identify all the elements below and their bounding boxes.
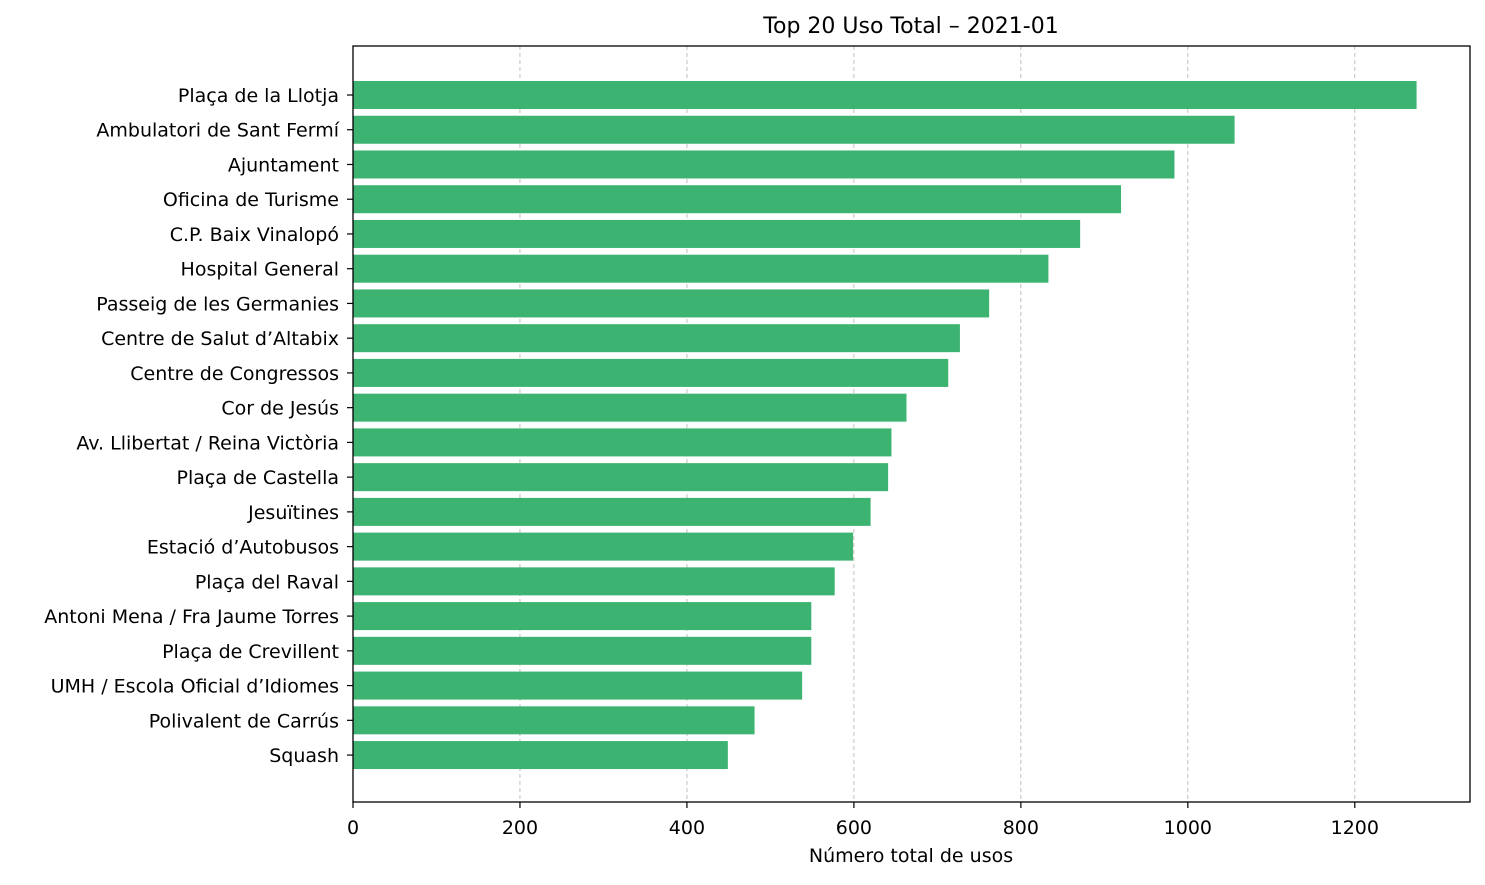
y-tick-label: UMH / Escola Oficial d’Idiomes (51, 676, 339, 698)
bar-8 (353, 324, 960, 353)
y-tick-label: Plaça de Castella (177, 467, 339, 489)
x-tick-label: 200 (502, 817, 538, 839)
y-tick-label: Cor de Jesús (221, 398, 339, 420)
bar-20 (353, 741, 728, 770)
y-tick-label: Plaça de Crevillent (162, 641, 339, 663)
y-tick-label: Plaça del Raval (195, 571, 339, 593)
bar-1 (353, 81, 1417, 109)
y-tick-label: Antoni Mena / Fra Jaume Torres (44, 606, 339, 628)
y-tick-label: Ambulatori de Sant Fermí (96, 120, 339, 142)
bar-19 (353, 706, 755, 735)
y-tick-label: Jesuïtines (247, 502, 339, 524)
bar-7 (353, 289, 990, 318)
y-tick-label: Passeig de les Germanies (96, 293, 339, 315)
y-tick-label: Estació d’Autobusos (147, 537, 339, 559)
bar-17 (353, 636, 812, 665)
y-tick-label: Plaça de la Llotja (178, 85, 339, 107)
bar-9 (353, 358, 949, 387)
chart-title: Top 20 Uso Total – 2021-01 (762, 14, 1058, 39)
y-tick-label: Oficina de Turisme (163, 189, 339, 211)
bar-16 (353, 602, 812, 631)
bar-11 (353, 428, 892, 457)
x-tick-label: 400 (669, 817, 705, 839)
x-tick-label: 600 (836, 817, 872, 839)
bar-5 (353, 219, 1081, 248)
y-tick-label: Ajuntament (228, 154, 339, 176)
axis-layer: Plaça de la Llotja Ambulatori de Sant Fer… (44, 45, 1471, 839)
y-tick-label: C.P. Baix Vinalopó (170, 224, 339, 246)
bar-layer (353, 81, 1417, 770)
x-tick-label: 1200 (1331, 817, 1379, 839)
x-axis-label: Número total de usos (809, 845, 1013, 867)
bar-14 (353, 532, 854, 561)
x-tick-label: 800 (1003, 817, 1039, 839)
bar-10 (353, 393, 907, 422)
y-tick-label: Squash (269, 745, 339, 767)
bar-12 (353, 463, 889, 492)
y-tick-label: Centre de Congressos (130, 363, 339, 385)
x-tick-label: 1000 (1164, 817, 1212, 839)
bar-13 (353, 497, 871, 526)
bar-4 (353, 185, 1122, 214)
bar-6 (353, 254, 1049, 283)
y-tick-label: Av. Llibertat / Reina Victòria (76, 432, 339, 454)
y-tick-label: Centre de Salut d’Altabix (101, 328, 339, 350)
plot-frame (352, 45, 1471, 803)
y-tick-label: Hospital General (181, 259, 339, 281)
bar-15 (353, 567, 835, 596)
y-tick-label: Polivalent de Carrús (149, 710, 339, 732)
bar-2 (353, 115, 1235, 144)
bar-18 (353, 671, 803, 700)
bar-3 (353, 150, 1175, 179)
x-tick-label: 0 (347, 817, 359, 839)
